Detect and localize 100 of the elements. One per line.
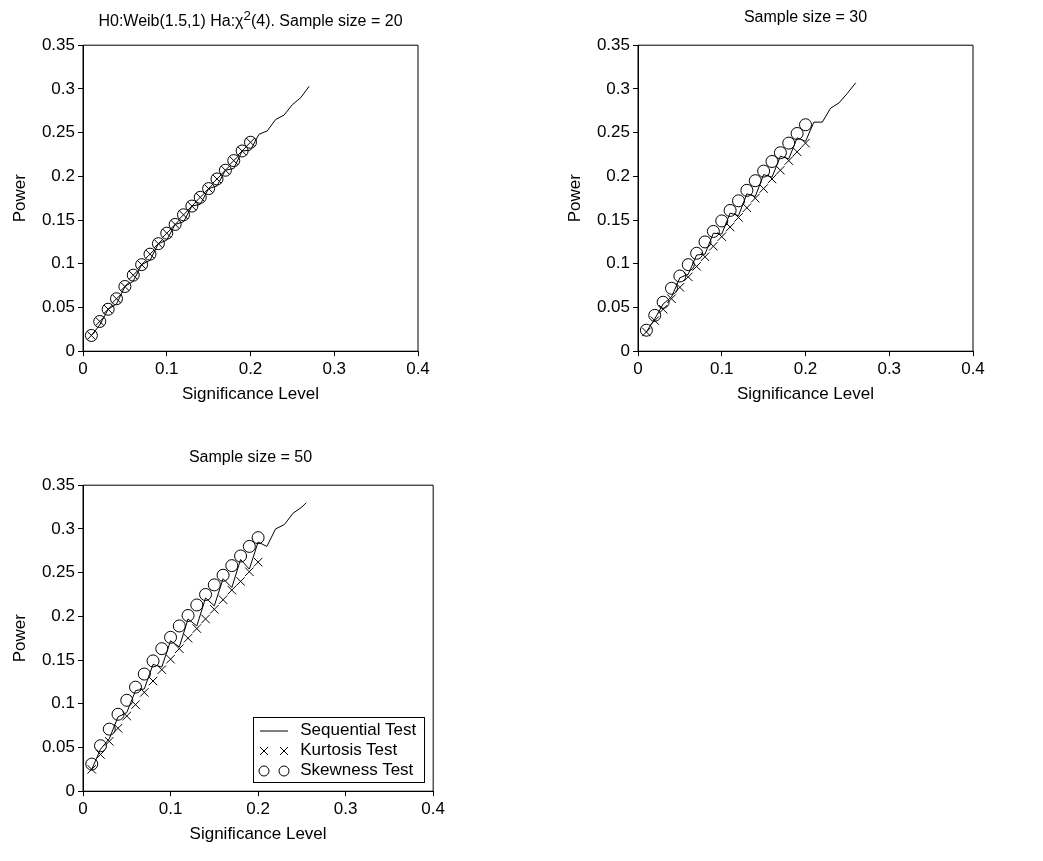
point [216, 568, 230, 582]
y-tick-label: 0.25 [596, 122, 630, 142]
y-tick-label: 0.15 [596, 209, 630, 229]
point [244, 567, 255, 577]
x-tick-label: 0.1 [158, 799, 183, 819]
x-axis-title: Significance Level [189, 824, 327, 844]
y-tick-label: 0.3 [51, 518, 75, 538]
point [164, 630, 178, 644]
point [253, 557, 263, 567]
y-tick-label: 0.2 [606, 166, 630, 186]
x-tick-label: 0.1 [154, 359, 179, 379]
legend-label: Skewness Test [300, 760, 414, 780]
point [192, 623, 202, 634]
chart-title: Sample size = 30 [742, 8, 869, 26]
point [102, 722, 116, 736]
point [673, 269, 687, 283]
x-axis-title: Significance Level [181, 384, 320, 404]
x-tick-label: 0.1 [709, 359, 734, 379]
point [748, 174, 762, 188]
point [708, 241, 719, 252]
point [148, 676, 158, 686]
y-tick-label: 0.35 [41, 34, 75, 54]
y-tick-label: 0.2 [51, 606, 75, 626]
x-tick-label: 0 [78, 359, 88, 379]
y-axis-title: Power [564, 173, 584, 223]
point [698, 235, 712, 249]
y-tick-label: 0 [65, 340, 75, 360]
point [104, 736, 115, 747]
point [715, 214, 729, 228]
y-tick-label: 0.35 [596, 34, 630, 54]
y-tick-label: 0.35 [41, 474, 75, 494]
point [700, 252, 710, 262]
point [129, 680, 143, 694]
point [773, 146, 787, 160]
x-tick-label: 0.4 [961, 359, 985, 379]
point [666, 294, 677, 304]
x-tick-label: 0.2 [793, 359, 818, 379]
y-tick-label: 0.15 [41, 209, 75, 229]
point [658, 304, 668, 314]
point [209, 604, 220, 615]
point [137, 667, 151, 681]
point [740, 183, 754, 197]
point [200, 614, 211, 624]
x-tick-label: 0.4 [421, 799, 445, 819]
y-tick-label: 0.15 [41, 649, 75, 669]
point [675, 282, 685, 293]
point [767, 174, 777, 184]
point [111, 707, 125, 721]
point [691, 261, 702, 272]
point [94, 739, 108, 753]
legend-label: Kurtosis Test [300, 740, 398, 760]
y-tick-label: 0.1 [606, 253, 630, 273]
point [183, 633, 193, 643]
y-axis-title: Power [9, 613, 29, 663]
point [190, 598, 204, 612]
point [690, 246, 704, 260]
point [742, 203, 752, 213]
point [120, 693, 134, 707]
point [639, 323, 653, 337]
point [139, 687, 150, 698]
point [790, 127, 804, 140]
point [725, 222, 735, 232]
point [95, 749, 106, 760]
chart-title: H0:Weib(1.5,1) Ha:χ$^{2}$(4). Sample size = 20 [97, 8, 404, 31]
point [765, 154, 779, 168]
y-tick-label: 0.25 [41, 562, 75, 582]
point [165, 654, 176, 664]
x-tick-label: 0.2 [246, 799, 270, 819]
point [181, 608, 195, 622]
point [146, 654, 160, 668]
point [130, 699, 141, 710]
y-tick-label: 0.25 [41, 122, 75, 142]
point [155, 642, 169, 656]
point [717, 231, 727, 242]
point [218, 594, 228, 605]
point [750, 193, 760, 203]
x-tick-label: 0 [78, 799, 88, 819]
point [775, 165, 786, 175]
y-tick-label: 0.1 [51, 693, 75, 713]
x-tick-label: 0.4 [406, 359, 430, 379]
point [235, 576, 246, 587]
point [87, 764, 97, 775]
legend-label: Sequential Test [300, 720, 417, 740]
point [683, 272, 693, 282]
point [706, 224, 720, 238]
point [225, 559, 239, 573]
point [157, 664, 167, 675]
point [656, 295, 670, 309]
point [757, 164, 771, 178]
x-tick-label: 0.3 [322, 359, 347, 379]
x-tick-label: 0.2 [238, 359, 263, 379]
point [648, 308, 662, 322]
point [800, 138, 811, 148]
x-tick-label: 0 [633, 359, 643, 379]
point [681, 258, 695, 272]
y-tick-label: 0.1 [51, 253, 75, 273]
point [641, 327, 652, 337]
point [85, 757, 99, 771]
x-tick-label: 0.3 [333, 799, 358, 819]
x-axis-title: Significance Level [736, 384, 875, 404]
